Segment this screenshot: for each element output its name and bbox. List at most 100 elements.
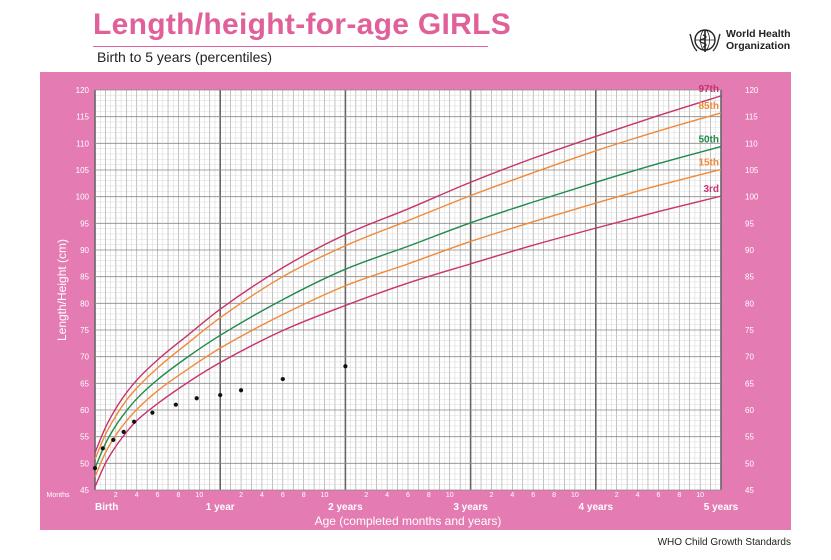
org-name: World Health Organization <box>726 28 791 52</box>
x-month-tick-label: 2 <box>615 492 619 499</box>
y-tick-label: 105 <box>76 166 90 175</box>
x-year-label: 2 years <box>328 502 363 513</box>
percentile-curve-15th <box>94 168 722 477</box>
y-tick-label: 85 <box>745 273 754 282</box>
x-axis-title: Age (completed months and years) <box>315 514 502 528</box>
measurement-point <box>238 388 244 393</box>
y-tick-label: 120 <box>745 86 759 95</box>
y-tick-label: 45 <box>80 486 89 495</box>
y-axis-left: 45 50 55 60 65 70 75 80 85 90 95 100 105 110 115 120 <box>76 86 90 495</box>
y-tick-label: 45 <box>745 486 754 495</box>
x-month-tick-label: 6 <box>156 492 160 499</box>
x-month-tick-label: 6 <box>656 492 660 499</box>
y-tick-label: 100 <box>76 193 90 202</box>
who-emblem-icon <box>689 29 721 52</box>
percentile-label-3rd: 3rd <box>703 184 719 195</box>
x-year-label: 1 year <box>206 502 235 513</box>
percentile-curve-3rd <box>94 195 722 488</box>
percentile-curve-50th <box>94 145 722 469</box>
x-month-tick-label: 8 <box>677 492 681 499</box>
x-month-tick-label: 8 <box>177 492 181 499</box>
measurement-point <box>132 419 137 424</box>
x-month-tick-label: 6 <box>406 492 410 499</box>
measurement-point <box>218 392 223 398</box>
x-unit-label: Months <box>47 492 70 499</box>
org-name-line2: Organization <box>726 40 791 52</box>
y-tick-label: 55 <box>745 433 754 442</box>
x-month-tick-label: 2 <box>239 492 243 499</box>
page-subtitle: Birth to 5 years (percentiles) <box>97 49 273 65</box>
x-axis: 2 4 6 8 10 2 4 6 8 10 2 4 6 8 10 2 4 6 8 10 2 4 6 8 10 Birth 1 yea… <box>95 492 739 513</box>
y-tick-label: 120 <box>76 86 90 95</box>
percentile-curves <box>94 95 722 488</box>
y-tick-label: 110 <box>745 139 758 148</box>
measurement-point <box>92 466 98 471</box>
x-month-tick-label: 8 <box>302 492 306 499</box>
percentile-label-50th: 50th <box>698 135 719 146</box>
y-tick-label: 60 <box>745 406 754 415</box>
x-month-tick-label: 2 <box>364 492 368 499</box>
y-tick-label: 75 <box>80 326 89 335</box>
x-month-tick-label: 4 <box>510 492 514 499</box>
percentile-curve-97th <box>94 95 722 453</box>
y-tick-label: 110 <box>76 139 89 148</box>
y-tick-label: 80 <box>80 299 89 308</box>
y-tick-label: 95 <box>80 219 89 228</box>
y-tick-label: 115 <box>76 113 89 122</box>
y-tick-label: 50 <box>80 459 89 468</box>
y-axis-right: 45 50 55 60 65 70 75 80 85 90 95 100 105 110 115 120 <box>745 86 759 495</box>
y-tick-label: 75 <box>745 326 754 335</box>
x-year-label: Birth <box>95 502 118 513</box>
x-month-tick-label: 8 <box>427 492 431 499</box>
footer-credit: WHO Child Growth Standards <box>657 537 791 548</box>
percentile-label-15th: 15th <box>698 157 719 168</box>
y-tick-label: 85 <box>80 273 89 282</box>
x-month-tick-label: 10 <box>195 492 203 499</box>
y-tick-label: 90 <box>745 246 754 255</box>
y-tick-label: 65 <box>745 379 754 388</box>
percentile-curve-85th <box>94 112 722 460</box>
x-month-tick-label: 10 <box>321 492 329 499</box>
x-month-tick-label: 6 <box>281 492 285 499</box>
measurement-point <box>173 402 178 407</box>
x-month-tick-label: 10 <box>446 492 454 499</box>
x-month-tick-label: 10 <box>696 492 704 499</box>
measurement-point <box>100 446 105 451</box>
page-title: Length/height-for-age GIRLS <box>93 8 512 41</box>
y-tick-label: 115 <box>745 113 758 122</box>
x-year-label: 5 years <box>704 502 739 513</box>
measurement-point <box>194 396 199 401</box>
x-month-tick-label: 4 <box>135 492 139 499</box>
x-month-tick-label: 6 <box>531 492 535 499</box>
measurement-point <box>121 429 126 434</box>
percentile-label-85th: 85th <box>698 101 719 112</box>
measurement-point <box>150 410 155 415</box>
minor-gridlines <box>95 90 721 490</box>
x-month-tick-label: 10 <box>571 492 579 499</box>
x-month-tick-label: 8 <box>552 492 556 499</box>
x-month-tick-label: 4 <box>260 492 264 499</box>
x-month-tick-label: 4 <box>385 492 389 499</box>
measurement-points <box>92 364 348 471</box>
title-underline <box>93 46 488 47</box>
x-year-label: 4 years <box>579 502 614 513</box>
y-tick-label: 80 <box>745 299 754 308</box>
percentile-labels: 97th 85th 50th 15th 3rd <box>698 84 719 195</box>
y-tick-label: 90 <box>80 246 89 255</box>
x-month-tick-label: 2 <box>490 492 494 499</box>
y-tick-label: 100 <box>745 193 759 202</box>
y-tick-label: 105 <box>745 166 759 175</box>
y-tick-label: 70 <box>80 353 89 362</box>
y-tick-label: 55 <box>80 433 89 442</box>
measurement-point <box>343 364 348 369</box>
y-axis-title: Length/Height (cm) <box>55 239 69 341</box>
y-tick-label: 60 <box>80 406 89 415</box>
measurement-point <box>280 376 285 382</box>
y-tick-label: 95 <box>745 219 754 228</box>
percentile-label-97th: 97th <box>698 84 719 95</box>
measurement-point <box>111 437 116 442</box>
org-name-line1: World Health <box>726 28 791 40</box>
y-tick-label: 70 <box>745 353 754 362</box>
y-tick-label: 65 <box>80 379 89 388</box>
